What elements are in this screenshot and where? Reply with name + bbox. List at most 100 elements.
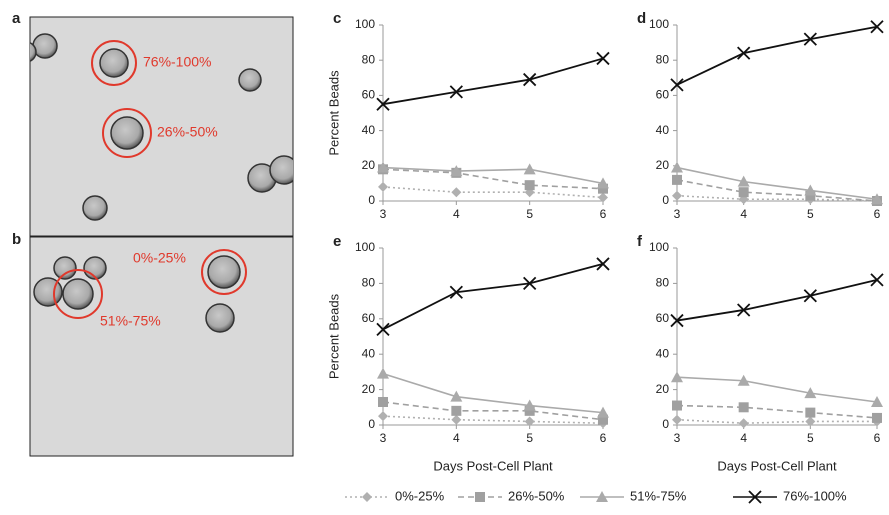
marker: [449, 285, 463, 299]
marker: [737, 46, 751, 60]
series-line: [676, 179, 878, 202]
x-tick-label: 3: [380, 207, 387, 221]
y-tick-label: 20: [362, 382, 376, 396]
legend-label: 76%-100%: [783, 488, 847, 503]
panel-letter: d: [637, 10, 646, 27]
marker: [672, 414, 682, 425]
marker: [376, 97, 390, 111]
marker: [523, 163, 536, 175]
marker: [804, 184, 817, 196]
x-tick-label: 4: [453, 207, 460, 221]
marker: [524, 416, 535, 427]
y-tick-label: 20: [362, 158, 376, 172]
marker: [671, 371, 683, 383]
legend-marker: [596, 491, 608, 502]
marker: [737, 374, 750, 386]
x-tick-label: 3: [674, 207, 681, 221]
x-tick-label: 3: [674, 431, 681, 445]
series-line: [382, 372, 604, 414]
y-tick-label: 80: [656, 276, 670, 290]
marker: [596, 257, 610, 271]
marker: [671, 161, 683, 173]
series-line: [382, 401, 604, 421]
x-tick-label: 5: [807, 207, 814, 221]
marker: [376, 322, 390, 337]
highlight-ring: [91, 40, 137, 86]
series-line: [676, 376, 878, 403]
marker: [871, 193, 883, 205]
marker: [524, 405, 535, 416]
series-line: [676, 25, 878, 86]
marker: [872, 412, 882, 423]
y-tick-label: 40: [656, 346, 670, 360]
micrograph: [30, 33, 293, 221]
marker: [523, 276, 537, 291]
y-tick-label: 60: [656, 311, 670, 325]
marker: [670, 78, 684, 92]
x-tick-label: 6: [600, 431, 607, 445]
legend-marker: [362, 492, 372, 502]
marker: [871, 395, 883, 407]
marker: [524, 180, 535, 191]
marker: [597, 177, 609, 189]
y-tick-label: 100: [355, 17, 375, 31]
marker: [670, 313, 684, 328]
y-tick-label: 100: [355, 240, 375, 254]
series-line: [676, 166, 878, 201]
y-tick-label: 80: [656, 52, 670, 66]
marker: [870, 273, 884, 287]
bead: [53, 256, 77, 280]
bead: [62, 278, 94, 310]
panel-letter: b: [12, 231, 21, 248]
marker: [738, 418, 749, 429]
marker: [804, 387, 817, 399]
x-tick-label: 6: [874, 207, 881, 221]
x-tick-label: 5: [526, 207, 533, 221]
x-tick-label: 5: [807, 431, 814, 445]
marker: [598, 414, 608, 425]
bead: [30, 42, 37, 62]
bead-label: 0%-25%: [133, 250, 186, 266]
marker: [672, 400, 682, 411]
micrograph-panel: [29, 16, 294, 237]
highlight-ring: [53, 269, 103, 319]
marker: [672, 174, 682, 185]
marker: [378, 411, 388, 422]
y-tick-label: 40: [362, 346, 376, 360]
marker: [377, 161, 389, 173]
y-tick-label: 100: [649, 240, 669, 254]
y-tick-label: 100: [649, 17, 669, 31]
bead-label: 51%-75%: [100, 313, 161, 329]
y-axis-label: Percent Beads: [326, 70, 341, 156]
y-tick-label: 0: [368, 417, 375, 431]
marker: [523, 399, 536, 411]
x-tick-label: 3: [380, 431, 387, 445]
highlight-ring: [102, 108, 152, 158]
y-tick-label: 0: [662, 417, 669, 431]
y-tick-label: 40: [362, 123, 376, 137]
panel-letter: c: [333, 10, 341, 27]
marker: [803, 32, 817, 46]
y-tick-label: 40: [656, 123, 670, 137]
marker: [805, 416, 816, 427]
marker: [449, 85, 463, 99]
panel-letter: f: [637, 233, 643, 250]
legend-marker: [748, 490, 762, 504]
marker: [870, 20, 884, 34]
x-tick-label: 5: [526, 431, 533, 445]
bead-label: 76%-100%: [143, 54, 212, 70]
y-tick-label: 60: [656, 88, 670, 102]
x-tick-label: 4: [740, 207, 747, 221]
marker: [805, 190, 816, 201]
bead: [205, 303, 235, 333]
y-tick-label: 0: [662, 193, 669, 207]
legend-label: 26%-50%: [508, 488, 565, 503]
series-line: [676, 194, 878, 202]
marker: [451, 414, 462, 425]
x-tick-label: 4: [453, 431, 460, 445]
marker: [738, 187, 749, 198]
series-line: [382, 263, 604, 331]
marker: [737, 303, 751, 317]
legend-label: 0%-25%: [395, 488, 445, 503]
